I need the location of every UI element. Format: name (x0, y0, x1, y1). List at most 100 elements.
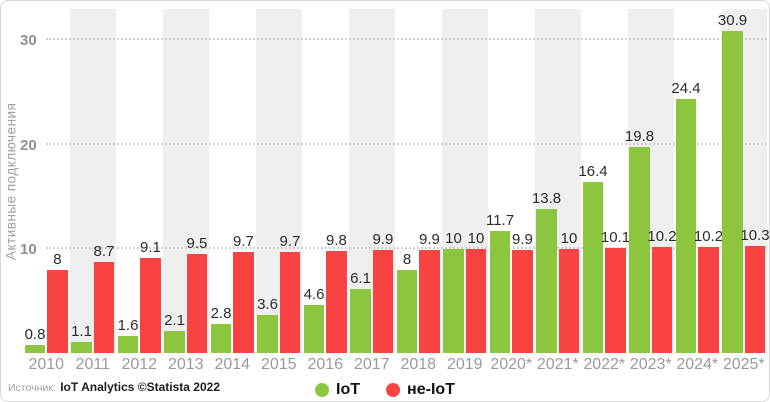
bar-ne-iot-2021*: 10 (558, 231, 580, 353)
bar-value-label: 13.8 (531, 190, 562, 208)
bar-value-label: 10.2 (647, 227, 677, 245)
bar-value-label: 9.9 (372, 230, 394, 248)
bar-value-label: 30.9 (717, 11, 748, 29)
year-group-2016: 4.6 9.8 (302, 9, 349, 353)
bar-iot-2020*: 11.7 (486, 213, 514, 353)
bar-iot-2021*: 13.8 (532, 191, 561, 353)
year-group-2017: 6.1 9.9 (349, 9, 396, 353)
y-tick-10: 10 (20, 240, 37, 258)
bar-value-label: 9.9 (419, 230, 440, 248)
x-axis-labels: 2010 2011 2012 2013 2014 2015 2016 2017 2018 2019… (23, 354, 767, 376)
bar-value-label: 8.7 (93, 243, 115, 261)
x-label-2021*: 2021* (536, 356, 579, 373)
bar-ne-iot-2025*: 10.3 (740, 228, 769, 353)
x-label-2019: 2019 (446, 356, 483, 373)
bar-ne-iot-2011: 8.7 (94, 244, 114, 353)
y-tick-30: 30 (20, 32, 37, 50)
year-group-2011: 1.1 8.7 (70, 9, 117, 353)
x-label-2010: 2010 (28, 356, 65, 373)
legend-label-ne-iot: не-IoT (407, 381, 455, 398)
bar-ne-iot-2014: 9.7 (233, 234, 254, 353)
x-label-2022*: 2022* (583, 356, 626, 373)
year-group-2015: 3.6 9.7 (256, 9, 303, 353)
year-group-2013: 2.1 9.5 (163, 9, 210, 353)
bar-ne-iot-2022*: 10.1 (601, 230, 630, 353)
x-label-2023*: 2023* (629, 356, 672, 373)
year-group-2022*: 16.4 10.1 (578, 9, 630, 353)
bar-value-label: 16.4 (578, 163, 608, 181)
bar-value-label: 24.4 (671, 79, 701, 97)
year-group-2012: 1.6 9.1 (116, 9, 163, 353)
year-group-2020*: 11.7 9.9 (486, 9, 535, 353)
x-label-2014: 2014 (214, 356, 251, 373)
bar-iot-2025*: 30.9 (718, 13, 747, 353)
x-label-2015: 2015 (260, 356, 297, 373)
bar-ne-iot-2015: 9.7 (280, 234, 300, 353)
bar-ne-iot-2017: 9.9 (373, 232, 393, 353)
bar-value-label: 10.2 (693, 227, 724, 245)
bar-iot-2018: 8 (396, 252, 418, 353)
legend-label-iot: IoT (336, 381, 361, 398)
gridline-30 (46, 38, 767, 41)
year-group-2014: 2.8 9.7 (209, 9, 256, 353)
bar-value-label: 9.8 (326, 231, 347, 249)
bar-value-label: 19.8 (624, 127, 655, 145)
bar-groups-layer: 0.8 8 1.1 8.7 1.6 9.1 2.1 9.5 2.8 9.7 3.6 9.7 4.6 9.8… (23, 9, 769, 353)
chart-footer: Источник: IoT Analytics ©Statista 2022 I… (1, 375, 769, 399)
source-text: IoT Analytics ©Statista 2022 (60, 380, 220, 394)
bar-iot-2024*: 24.4 (671, 81, 701, 353)
bar-value-label: 10.3 (740, 226, 770, 244)
y-axis-title: Активные подключения (3, 102, 19, 260)
bar-value-label: 4.6 (303, 286, 325, 304)
bar-value-label: 10 (467, 229, 485, 247)
x-label-2011: 2011 (75, 356, 110, 373)
x-label-2024*: 2024* (676, 356, 719, 373)
bar-value-label: 2.8 (210, 304, 232, 322)
bar-ne-iot-2023*: 10.2 (647, 229, 677, 353)
plot-area: 10 20 30 0.8 8 1.1 8.7 1.6 9.1 2.1 9.5 2.8 9.7 3.6 9.7… (20, 9, 769, 353)
bar-value-label: 1.1 (71, 322, 92, 340)
bar-value-label: 9.5 (186, 234, 208, 252)
bar-value-label: 10.1 (600, 228, 631, 246)
year-group-2025*: 30.9 10.3 (718, 9, 769, 353)
year-group-2024*: 24.4 10.2 (671, 9, 724, 353)
bar-iot-2015: 3.6 (257, 297, 278, 353)
source-line: Источник: IoT Analytics ©Statista 2022 (8, 378, 220, 396)
bar-iot-2010: 0.8 (25, 327, 45, 353)
legend-swatch-ne-iot-icon (386, 383, 401, 397)
bar-ne-iot-2020*: 9.9 (512, 232, 533, 353)
gridline-10 (46, 246, 767, 249)
bar-value-label: 1.6 (117, 317, 139, 335)
y-tick-20: 20 (20, 136, 37, 154)
bar-iot-2011: 1.1 (71, 324, 92, 353)
bar-value-label: 8 (402, 250, 412, 268)
year-group-2018: 8 9.9 (395, 9, 442, 353)
bar-ne-iot-2018: 9.9 (419, 232, 440, 353)
bar-iot-2022*: 16.4 (578, 164, 608, 353)
bar-ne-iot-2019: 10 (465, 231, 487, 353)
x-label-2018: 2018 (400, 356, 437, 373)
bar-ne-iot-2012: 9.1 (140, 240, 161, 353)
bar-iot-2023*: 19.8 (625, 129, 654, 353)
year-group-2021*: 13.8 10 (532, 9, 582, 353)
x-label-2025*: 2025* (722, 356, 765, 373)
year-group-2019: 10 10 (442, 9, 489, 353)
bar-value-label: 9.1 (140, 239, 161, 257)
legend-item-iot: IoT (315, 382, 360, 398)
legend: IoT не-IoT (315, 382, 455, 398)
bar-ne-iot-2016: 9.8 (326, 233, 347, 353)
bar-iot-2012: 1.6 (118, 318, 138, 353)
bar-iot-2013: 2.1 (164, 313, 185, 353)
x-label-2020*: 2020* (490, 356, 533, 373)
bar-value-label: 10 (560, 229, 578, 247)
bar-ne-iot-2010: 8 (47, 252, 68, 353)
bar-iot-2016: 4.6 (304, 287, 324, 353)
legend-swatch-iot-icon (315, 383, 330, 397)
x-label-2017: 2017 (353, 356, 390, 373)
bar-value-label: 8 (53, 250, 62, 268)
year-group-2023*: 19.8 10.2 (625, 9, 677, 353)
bar-value-label: 10 (445, 229, 462, 247)
source-prefix-label: Источник: (8, 382, 56, 394)
bar-value-label: 0.8 (24, 325, 46, 343)
